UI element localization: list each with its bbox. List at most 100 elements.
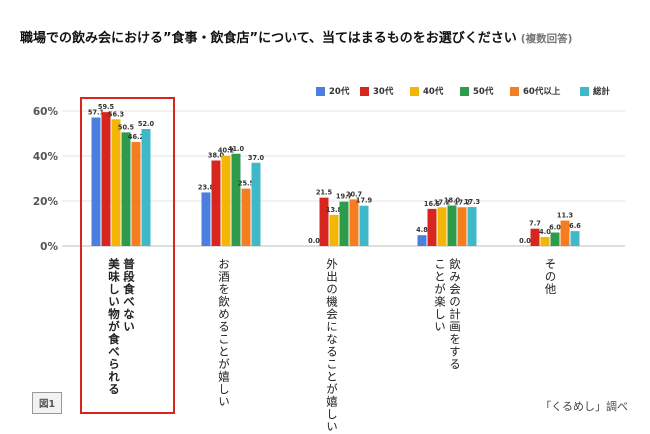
bar bbox=[251, 162, 261, 246]
data-label: 19.7 bbox=[336, 193, 353, 201]
bar bbox=[221, 155, 231, 246]
bar bbox=[540, 237, 550, 246]
bar bbox=[231, 153, 241, 246]
y-tick-label: 20% bbox=[33, 196, 59, 208]
data-label: 17.2 bbox=[434, 198, 451, 206]
data-label: 38.0 bbox=[208, 152, 225, 160]
data-label: 11.3 bbox=[557, 212, 574, 220]
data-label: 7.7 bbox=[529, 220, 541, 228]
bar bbox=[319, 197, 329, 246]
bar bbox=[121, 132, 131, 246]
data-label: 6.0 bbox=[549, 224, 561, 232]
bar bbox=[437, 207, 447, 246]
data-label: 23.8 bbox=[198, 183, 215, 191]
bar bbox=[417, 235, 427, 246]
category-label-line: お酒を飲める bbox=[217, 258, 231, 333]
category-label: 飲み会の計画をすることが楽しい bbox=[432, 258, 462, 434]
y-tick-label: 0% bbox=[40, 241, 58, 253]
chart-title: 職場での飲み会における”食事・飲食店”について、当てはまるものをお選びください(… bbox=[20, 27, 572, 46]
bar bbox=[570, 231, 580, 246]
bar bbox=[447, 205, 457, 246]
bar bbox=[101, 112, 111, 246]
data-label: 20.7 bbox=[346, 190, 363, 198]
bar bbox=[349, 199, 359, 246]
bar bbox=[329, 214, 339, 246]
data-label: 17.2 bbox=[454, 198, 471, 206]
chart-title-text: 職場での飲み会における”食事・飲食店”について、当てはまるものをお選びください bbox=[20, 31, 517, 46]
legend-label: 60代以上 bbox=[523, 87, 561, 97]
bar bbox=[467, 207, 477, 246]
figure-label: 図1 bbox=[32, 392, 62, 414]
data-label: 0.0 bbox=[519, 237, 531, 245]
y-tick-label: 40% bbox=[33, 151, 59, 163]
legend-item: 30代 bbox=[360, 85, 393, 97]
bar bbox=[550, 232, 560, 246]
data-label: 4.8 bbox=[416, 226, 428, 234]
data-label: 21.5 bbox=[316, 189, 333, 197]
chart-title-note: (複数回答) bbox=[520, 33, 573, 45]
category-label: 外出の機会になることが嬉しい bbox=[324, 258, 339, 433]
highlight-box bbox=[80, 97, 175, 414]
legend-item: 総計 bbox=[580, 85, 610, 97]
data-label: 17.3 bbox=[464, 198, 481, 206]
data-label: 13.8 bbox=[326, 206, 343, 214]
bar bbox=[111, 119, 121, 246]
bar bbox=[131, 142, 141, 246]
category-label: 普段食べない美味しい物が食べられる bbox=[106, 258, 136, 434]
category-label-line: 外出の機会になる bbox=[325, 258, 339, 358]
category-label-line: ことが嬉しい bbox=[217, 333, 231, 408]
bar bbox=[339, 201, 349, 246]
legend-label: 30代 bbox=[373, 87, 394, 97]
legend-label: 50代 bbox=[473, 87, 494, 97]
category-label-line: その他 bbox=[543, 258, 558, 296]
y-tick-label: 60% bbox=[33, 106, 59, 118]
bar bbox=[91, 117, 101, 247]
bar bbox=[141, 129, 151, 246]
bar bbox=[427, 208, 437, 246]
category-label-line: ことが楽しい bbox=[433, 258, 447, 333]
category-label-line: 美味しい物が食べられる bbox=[107, 258, 121, 396]
data-label: 18.0 bbox=[444, 197, 461, 205]
category-label-line: 飲み会の計画をする bbox=[448, 258, 462, 371]
legend-item: 20代 bbox=[316, 85, 349, 97]
bar bbox=[201, 192, 211, 246]
data-label: 59.5 bbox=[98, 103, 115, 111]
bar bbox=[241, 188, 251, 246]
legend-item: 50代 bbox=[460, 85, 493, 97]
legend-swatch bbox=[360, 86, 369, 96]
legend-swatch bbox=[460, 86, 469, 96]
legend-swatch bbox=[580, 86, 589, 96]
bar bbox=[560, 220, 570, 246]
data-label: 57.1 bbox=[88, 109, 105, 117]
legend-label: 総計 bbox=[593, 87, 611, 97]
legend-label: 20代 bbox=[329, 87, 350, 97]
data-label: 40.2 bbox=[218, 147, 235, 155]
bar bbox=[457, 207, 467, 246]
legend-swatch bbox=[510, 86, 519, 96]
data-label: 16.5 bbox=[424, 200, 441, 208]
chart-legend: 20代 30代 40代 50代 60代以上 総計 bbox=[0, 85, 650, 99]
legend-swatch bbox=[410, 86, 419, 96]
bar bbox=[530, 228, 540, 246]
data-label: 46.2 bbox=[128, 133, 145, 141]
legend-label: 40代 bbox=[423, 87, 444, 97]
category-label: その他 bbox=[543, 258, 558, 296]
data-label: 41.0 bbox=[228, 145, 245, 153]
data-label: 37.0 bbox=[248, 154, 265, 162]
bar bbox=[359, 205, 369, 246]
data-label: 4.0 bbox=[539, 228, 551, 236]
source-note: 「くるめし」調べ bbox=[540, 400, 628, 413]
data-label: 56.3 bbox=[108, 110, 125, 118]
data-label: 50.5 bbox=[118, 123, 135, 131]
bar bbox=[211, 160, 221, 246]
legend-swatch bbox=[316, 86, 325, 96]
category-label-line: 普段食べない bbox=[122, 258, 136, 333]
category-label-line: ことが嬉しい bbox=[325, 358, 339, 433]
category-label: お酒を飲めることが嬉しい bbox=[216, 258, 231, 408]
data-label: 6.6 bbox=[569, 222, 581, 230]
legend-item: 60代以上 bbox=[510, 85, 560, 97]
data-label: 0.0 bbox=[308, 237, 320, 245]
data-label: 17.9 bbox=[356, 197, 373, 205]
data-label: 52.0 bbox=[138, 120, 155, 128]
